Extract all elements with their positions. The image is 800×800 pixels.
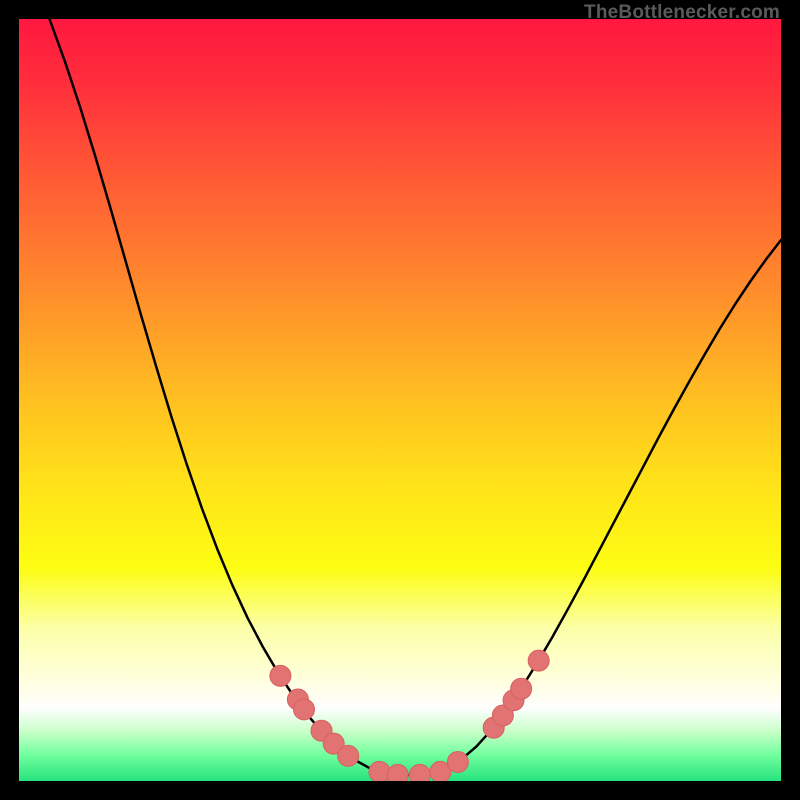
curve-marker	[293, 699, 314, 720]
curve-marker	[447, 751, 468, 772]
curve-marker	[369, 761, 390, 781]
watermark-text: TheBottlenecker.com	[584, 2, 780, 24]
bottleneck-curve-chart	[19, 19, 781, 781]
curve-marker	[409, 764, 430, 781]
curve-marker	[387, 764, 408, 781]
curve-marker	[270, 665, 291, 686]
curve-marker	[338, 745, 359, 766]
curve-marker	[511, 678, 532, 699]
gradient-background	[19, 19, 781, 781]
chart-container: TheBottlenecker.com	[0, 0, 800, 800]
plot-area	[19, 19, 781, 781]
curve-marker	[528, 650, 549, 671]
